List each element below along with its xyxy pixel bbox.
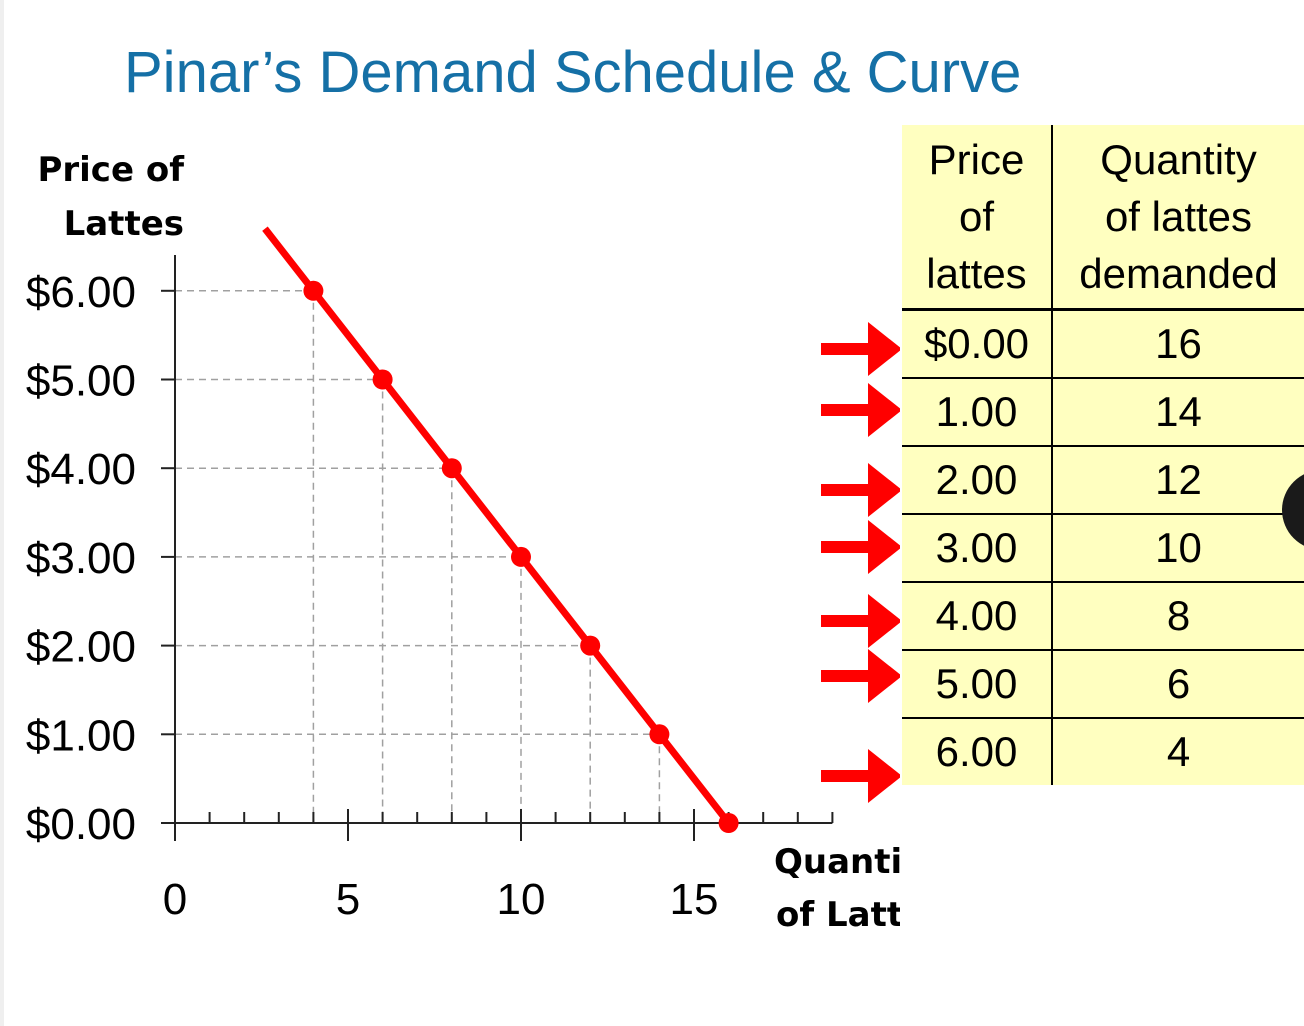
data-point [718,813,739,833]
data-point [649,724,670,745]
y-tick-label: $3.00 [26,534,136,583]
quantity-cell: 4 [1052,717,1304,785]
y-tick-label: $1.00 [26,711,136,760]
next-slide-button[interactable] [1282,470,1304,550]
price-column-header: Price of lattes [902,125,1053,310]
data-point [372,369,393,390]
x-tick-label: 0 [163,875,187,924]
table-row: 3.00 10 [902,513,1304,582]
table-row: $0.00 16 [902,308,1304,378]
price-cell: 1.00 [902,377,1053,446]
slide-edge [0,0,4,1026]
x-axis-label-line-1: Quantity [774,842,900,882]
x-axis-label-line-2: of Lattes [776,895,900,935]
table-row: 1.00 14 [902,377,1304,446]
page-title: Pinar’s Demand Schedule & Curve [124,40,1022,105]
row-arrow [821,649,900,703]
price-cell: 6.00 [902,717,1053,785]
quantity-cell: 16 [1052,308,1304,378]
data-point [303,280,324,301]
header-line: Quantity [1100,136,1257,183]
y-tick-label: $2.00 [26,623,136,672]
data-point [580,635,601,656]
price-cell: $0.00 [902,308,1053,378]
y-tick-label: $5.00 [26,357,136,406]
quantity-cell: 12 [1052,445,1304,514]
row-arrow [821,520,900,574]
demand-curve-line [262,226,732,826]
x-tick-label: 5 [336,875,360,924]
x-tick-label: 15 [670,875,719,924]
price-cell: 3.00 [902,513,1053,582]
data-point [441,458,462,479]
axes [161,255,833,841]
guide-lines [175,290,661,823]
table-row: 4.00 8 [902,581,1304,650]
quantity-cell: 6 [1052,649,1304,718]
row-arrow [821,383,900,437]
header-line: Price [928,136,1025,183]
header-line: of lattes [1104,193,1253,240]
price-cell: 5.00 [902,649,1053,718]
demand-series [262,226,739,833]
x-tick-label: 10 [497,875,546,924]
header-line: of [958,193,995,240]
price-cell: 2.00 [902,445,1053,514]
header-line: demanded [1079,250,1278,297]
quantity-cell: 8 [1052,581,1304,650]
row-arrow [821,322,900,376]
demand-schedule-table: Price of lattes Quantity of lattes deman… [902,125,1304,785]
y-tick-label: $0.00 [26,800,136,849]
quantity-column-header: Quantity of lattes demanded [1052,125,1304,310]
y-tick-label: $6.00 [26,268,136,317]
quantity-cell: 14 [1052,377,1304,446]
row-arrow [821,463,900,517]
table-header-row: Price of lattes Quantity of lattes deman… [902,125,1304,310]
y-axis-label-line-2: Lattes [64,204,184,244]
ticks [161,289,834,841]
y-axis-label-line-1: Price of [37,150,185,190]
tick-labels: $0.00 $1.00 $2.00 $3.00 $4.00 $5.00 $6.00 0 5 10 1… [26,268,719,924]
table-row: 6.00 4 [902,717,1304,785]
data-point [511,546,531,567]
price-cell: 4.00 [902,581,1053,650]
table-row: 5.00 6 [902,649,1304,718]
y-tick-label: $4.00 [26,445,136,494]
row-arrows [821,322,900,803]
table-row: 2.00 12 [902,445,1304,514]
demand-chart: Price of Lattes Quantity of Lattes $0.00… [26,150,900,935]
row-arrow [821,749,900,803]
row-arrow [821,594,900,648]
header-line: lattes [926,250,1027,297]
quantity-cell: 10 [1052,513,1304,582]
